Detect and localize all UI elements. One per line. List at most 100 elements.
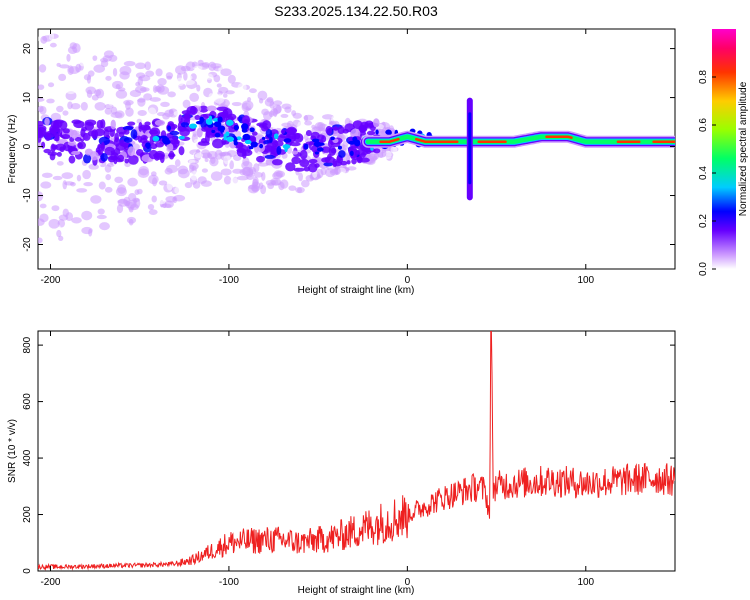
snr-y-tick-label: 800 xyxy=(22,336,33,353)
spectrogram-blob xyxy=(82,169,91,180)
spectrogram-blob xyxy=(38,84,45,90)
spectrogram-blob xyxy=(112,80,124,90)
spectrogram-blob xyxy=(193,65,203,71)
spectrogram-blob xyxy=(127,121,136,126)
spectrogram-blob xyxy=(144,61,152,71)
spectrogram-blob xyxy=(135,72,146,79)
spectrogram-blob xyxy=(174,186,182,195)
spectrogram-blob xyxy=(38,120,44,127)
spectrogram-blob xyxy=(140,135,148,141)
spectrogram-blob xyxy=(325,125,333,135)
spectrogram-blob xyxy=(223,175,232,185)
spectrogram-blob xyxy=(157,111,166,117)
spectrogram-blob xyxy=(269,136,273,143)
spectrogram-blob xyxy=(158,180,168,186)
spectrogram-blob xyxy=(56,161,64,166)
spectrogram-blob xyxy=(249,127,255,133)
spectrogram-x-ticks: -200 -100 0 100 xyxy=(40,29,595,286)
spectrogram-blob xyxy=(155,68,163,77)
spectrogram-blob xyxy=(62,128,70,134)
spectrogram-blob xyxy=(128,192,137,202)
spectrogram-blob xyxy=(249,88,257,94)
spectrogram-blob xyxy=(70,129,78,139)
spectrogram-blob xyxy=(340,160,348,166)
spectrogram-blob xyxy=(273,100,283,106)
spectrogram-blob xyxy=(148,174,159,185)
spectrogram-blob xyxy=(250,141,258,148)
spectrogram-blob xyxy=(130,203,139,211)
spectrogram-blob xyxy=(127,146,136,157)
spectrogram-blob xyxy=(148,149,159,160)
spectrogram-blob xyxy=(129,89,142,98)
spectrogram-blob xyxy=(226,119,234,126)
spectrogram-blob xyxy=(196,127,203,138)
spectrogram-blob xyxy=(253,171,263,178)
spectrogram-blob xyxy=(56,62,61,67)
spectrogram-blob xyxy=(372,118,380,128)
spectrogram-blob xyxy=(197,141,210,146)
snr-x-tick-label: -200 xyxy=(40,577,60,588)
spectrogram-blob xyxy=(303,115,309,122)
spectrogram-blob xyxy=(258,123,265,128)
spectrogram-blob xyxy=(265,159,272,166)
spectrogram-blob xyxy=(123,137,133,143)
spectrogram-marks xyxy=(38,31,675,244)
spectrogram-blob xyxy=(283,138,292,143)
spectrogram-blob xyxy=(210,63,222,69)
spectrogram-blob xyxy=(135,81,141,87)
spectrogram-blob xyxy=(152,135,160,142)
spectrogram-blob xyxy=(137,98,146,103)
colorbar-tick-label: 0.4 xyxy=(698,166,709,180)
spectrogram-blob xyxy=(86,89,93,98)
spectrogram-blob xyxy=(201,62,210,68)
spectrogram-blob xyxy=(298,172,304,182)
spectrogram-blob xyxy=(220,128,225,133)
spectrogram-y-tick-label: -20 xyxy=(22,237,33,252)
spectrogram-blob xyxy=(337,126,345,134)
spectrogram-spike-core xyxy=(468,112,472,185)
spectrogram-blob xyxy=(168,108,174,115)
spectrogram-blob xyxy=(50,143,56,153)
figure-title: S233.2025.134.22.50.R03 xyxy=(274,3,438,19)
spectrogram-blob xyxy=(148,129,159,135)
spectrogram-blob xyxy=(173,194,186,202)
spectrogram-blob xyxy=(49,42,57,48)
spectrogram-blob xyxy=(285,162,296,172)
spectrogram-blob xyxy=(81,226,93,235)
spectrogram-blob xyxy=(213,93,225,104)
spectrogram-blob xyxy=(76,197,83,206)
spectrogram-blob xyxy=(169,130,180,136)
spectrogram-blob xyxy=(130,129,138,140)
spectrogram-blob xyxy=(241,115,251,126)
spectrogram-blob xyxy=(183,79,195,86)
spectrogram-blob xyxy=(236,136,242,140)
spectrogram-blob xyxy=(337,145,342,150)
spectrogram-blob xyxy=(167,121,174,127)
spectrogram-blob xyxy=(117,154,125,162)
spectrogram-blob xyxy=(220,168,232,176)
spectrogram-blob xyxy=(147,107,157,118)
spectrogram-blob xyxy=(276,145,282,155)
spectrogram-blob xyxy=(264,98,275,107)
spectrogram-blob xyxy=(366,130,376,136)
spectrogram-blob xyxy=(315,141,320,148)
spectrogram-blob xyxy=(233,124,240,131)
spectrogram-blob xyxy=(338,150,346,158)
spectrogram-blob xyxy=(375,129,379,135)
spectrogram-blob xyxy=(177,168,190,179)
spectrogram-blob xyxy=(284,145,288,153)
spectrogram-blob xyxy=(115,89,128,99)
spectrogram-blob xyxy=(39,106,47,115)
spectrogram-blob xyxy=(241,100,254,111)
spectrogram-blob xyxy=(259,143,264,149)
snr-x-ticks: -200 -100 0 100 xyxy=(40,331,595,588)
spectrogram-blob xyxy=(293,167,305,172)
spectrogram-blob xyxy=(189,162,199,170)
spectrogram-blob xyxy=(291,150,299,155)
spectrogram-blob xyxy=(67,140,76,146)
spectrogram-blob xyxy=(214,132,221,138)
spectrogram-blob xyxy=(238,144,248,154)
spectrogram-blob xyxy=(251,131,258,136)
spectrogram-blob xyxy=(216,83,222,88)
